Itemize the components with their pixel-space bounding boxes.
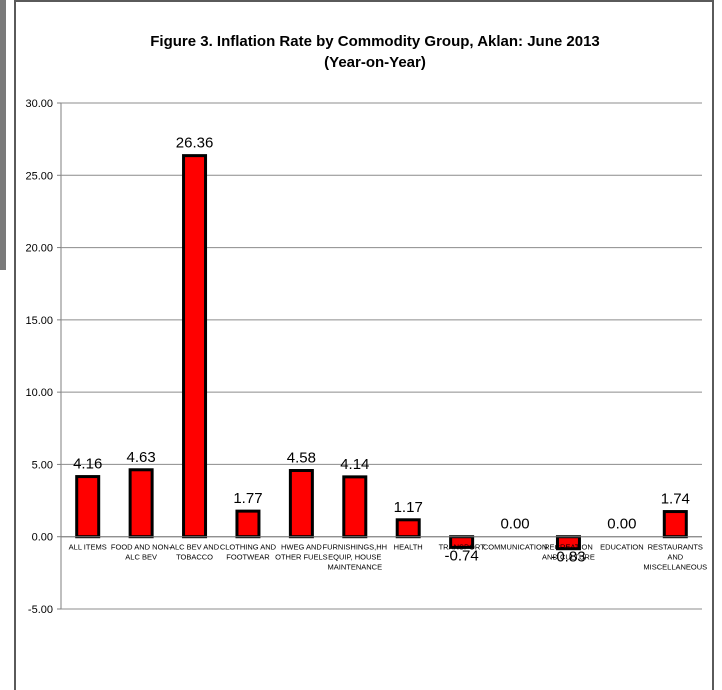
category-label-line: TOBACCO bbox=[176, 553, 213, 562]
category-label: ALC BEV AND TOBACCO bbox=[170, 543, 220, 562]
bars-layer bbox=[61, 154, 702, 551]
data-label: 1.17 bbox=[394, 499, 423, 516]
category-label-line: ALC BEV AND bbox=[170, 543, 220, 552]
data-label: 0.00 bbox=[607, 516, 636, 533]
category-label-line: EQUIP, HOUSE bbox=[328, 553, 381, 562]
bar bbox=[182, 154, 208, 539]
grid-layer bbox=[57, 102, 702, 610]
category-label: FURNISHINGS,HH EQUIP, HOUSE MAINTENANCE bbox=[322, 543, 387, 572]
data-label: 4.16 bbox=[73, 456, 102, 473]
y-tick-label: 15.00 bbox=[25, 315, 53, 327]
category-label: TRANSPORT bbox=[439, 543, 486, 552]
category-label-line: FOOTWEAR bbox=[226, 553, 270, 562]
category-label: HEALTH bbox=[394, 543, 423, 552]
y-tick-label: 30.00 bbox=[25, 98, 53, 110]
category-label-line: HEALTH bbox=[394, 543, 423, 552]
chart-title: Figure 3. Inflation Rate by Commodity Gr… bbox=[150, 33, 600, 50]
y-tick-label: 25.00 bbox=[25, 170, 53, 182]
data-label: 1.74 bbox=[661, 491, 690, 508]
bar bbox=[342, 475, 368, 539]
bar bbox=[235, 509, 261, 539]
y-tick-label: 0.00 bbox=[32, 532, 53, 544]
chart-frame bbox=[14, 0, 714, 690]
category-label-line: FOOD AND NON- bbox=[111, 543, 172, 552]
y-tick-label: 10.00 bbox=[25, 387, 53, 399]
data-label: 1.77 bbox=[233, 490, 262, 507]
category-label: HWEG AND OTHER FUELS bbox=[275, 543, 328, 562]
category-label-line: MISCELLANEOUS bbox=[643, 563, 707, 572]
category-label-line: CLOTHING AND bbox=[220, 543, 277, 552]
bar bbox=[662, 510, 688, 539]
category-label-line: ALL ITEMS bbox=[69, 543, 107, 552]
bar bbox=[395, 518, 421, 539]
chart-subtitle: (Year-on-Year) bbox=[324, 54, 426, 71]
category-label: RESTAURANTS AND MISCELLANEOUS bbox=[643, 543, 707, 572]
category-label: EDUCATION bbox=[600, 543, 644, 552]
y-tick-label: -5.00 bbox=[28, 604, 53, 616]
category-label-line: AND CULTURE bbox=[542, 553, 595, 562]
category-label-line: OTHER FUELS bbox=[275, 553, 328, 562]
category-label-line: RESTAURANTS bbox=[648, 543, 703, 552]
bar bbox=[288, 469, 314, 539]
category-label: FOOD AND NON-ALC BEV bbox=[111, 543, 172, 562]
data-label: 26.36 bbox=[176, 135, 214, 152]
category-label-line: AND bbox=[667, 553, 683, 562]
category-label-line: EDUCATION bbox=[600, 543, 644, 552]
data-label: 4.58 bbox=[287, 450, 316, 467]
data-label: 4.63 bbox=[127, 449, 156, 466]
category-label-line: COMMUNICATION bbox=[483, 543, 547, 552]
data-label: -0.83 bbox=[551, 549, 585, 566]
category-label-line: HWEG AND bbox=[281, 543, 322, 552]
category-label-line: MAINTENANCE bbox=[327, 563, 382, 572]
bar bbox=[128, 468, 154, 539]
y-tick-label: 5.00 bbox=[32, 459, 53, 471]
data-label: -0.74 bbox=[445, 547, 479, 564]
category-label: CLOTHING AND FOOTWEAR bbox=[220, 543, 277, 562]
bar bbox=[75, 475, 101, 539]
labels-layer: 30.00 25.00 20.00 15.00 10.00 5.00 0.00 -5.00 4.… bbox=[25, 98, 707, 616]
category-label-line: RECREATION bbox=[544, 543, 593, 552]
data-label: 0.00 bbox=[500, 516, 529, 533]
data-label: 4.14 bbox=[340, 456, 369, 473]
y-tick-label: 20.00 bbox=[25, 243, 53, 255]
category-label-line: ALC BEV bbox=[125, 553, 157, 562]
category-label-line: FURNISHINGS,HH bbox=[322, 543, 387, 552]
category-label: ALL ITEMS bbox=[69, 543, 107, 552]
category-label: RECREATION AND CULTURE bbox=[542, 543, 595, 562]
left-edge-strip bbox=[0, 0, 6, 270]
category-label-line: TRANSPORT bbox=[439, 543, 486, 552]
category-label: COMMUNICATION bbox=[483, 543, 547, 552]
